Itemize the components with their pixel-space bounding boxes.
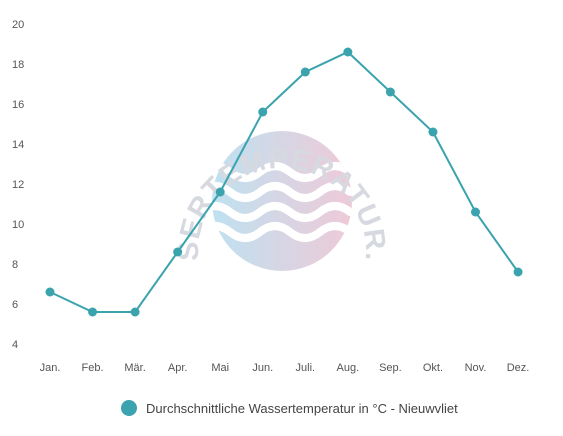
data-point[interactable] xyxy=(45,287,55,297)
data-point[interactable] xyxy=(343,47,353,57)
x-tick-label: Mai xyxy=(211,362,229,374)
y-tick-label: 8 xyxy=(12,259,18,271)
data-point[interactable] xyxy=(130,307,140,317)
data-point[interactable] xyxy=(88,307,98,317)
y-tick-label: 16 xyxy=(12,99,24,111)
series-group xyxy=(45,47,523,317)
data-point[interactable] xyxy=(513,267,523,277)
x-tick-label: Apr. xyxy=(168,362,188,374)
legend-marker[interactable] xyxy=(121,400,137,416)
x-tick-label: Jan. xyxy=(40,362,61,374)
y-tick-label: 14 xyxy=(12,139,24,151)
legend-label[interactable]: Durchschnittliche Wassertemperatur in °C… xyxy=(146,401,458,416)
y-tick-label: 4 xyxy=(12,339,18,351)
y-tick-label: 10 xyxy=(12,219,24,231)
y-tick-label: 18 xyxy=(12,59,24,71)
x-tick-label: Nov. xyxy=(465,362,487,374)
x-axis-ticks: Jan. Feb. Mär. Apr. Mai Jun. Juli. Aug. Sep. Okt.… xyxy=(40,362,530,374)
data-point[interactable] xyxy=(300,67,310,77)
x-tick-label: Aug. xyxy=(337,362,360,374)
x-tick-label: Dez. xyxy=(507,362,530,374)
y-axis-ticks: 4 6 8 10 12 14 16 18 20 xyxy=(12,19,24,351)
x-tick-label: Jun. xyxy=(252,362,273,374)
y-tick-label: 20 xyxy=(12,19,24,31)
data-point[interactable] xyxy=(215,187,225,197)
series-line xyxy=(49,50,519,313)
data-point[interactable] xyxy=(471,207,480,217)
x-tick-label: Sep. xyxy=(379,362,402,374)
x-tick-label: Okt. xyxy=(423,362,443,374)
x-tick-label: Feb. xyxy=(82,362,104,374)
legend[interactable]: Durchschnittliche Wassertemperatur in °C… xyxy=(121,400,458,416)
watermark-logo: WASSERTEMPERATUR.ORG xyxy=(0,0,390,271)
y-tick-label: 12 xyxy=(12,179,24,191)
data-point[interactable] xyxy=(428,127,438,137)
x-tick-label: Juli. xyxy=(296,362,316,374)
data-point[interactable] xyxy=(385,87,395,97)
data-point[interactable] xyxy=(258,107,268,117)
x-tick-label: Mär. xyxy=(124,362,145,374)
data-point[interactable] xyxy=(173,247,183,257)
y-tick-label: 6 xyxy=(12,299,18,311)
